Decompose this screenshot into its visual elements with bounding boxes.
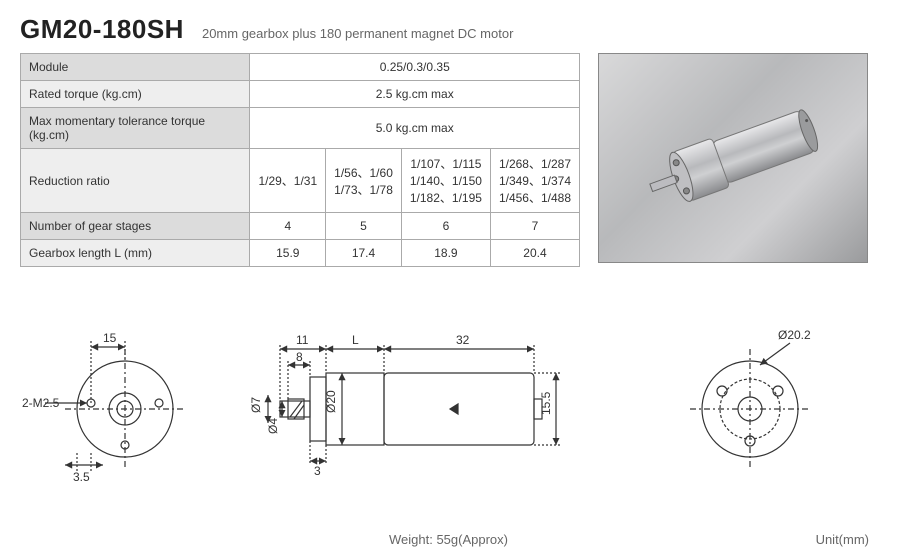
svg-text:Ø4: Ø4 <box>266 418 280 434</box>
svg-text:15.5: 15.5 <box>539 391 553 415</box>
stages-0: 4 <box>250 213 326 240</box>
motor-render-icon <box>618 88 848 228</box>
svg-text:Ø20: Ø20 <box>324 390 338 413</box>
top-area: Module 0.25/0.3/0.35 Rated torque (kg.cm… <box>0 53 897 267</box>
product-photo <box>598 53 868 263</box>
stages-1: 5 <box>326 213 402 240</box>
unit-label: Unit(mm) <box>816 532 869 547</box>
spec-table: Module 0.25/0.3/0.35 Rated torque (kg.cm… <box>20 53 580 267</box>
row-max-torque-value: 5.0 kg.cm max <box>250 108 580 149</box>
svg-text:3.5: 3.5 <box>73 470 90 484</box>
stages-2: 6 <box>401 213 490 240</box>
row-rated-torque-value: 2.5 kg.cm max <box>250 81 580 108</box>
svg-text:Ø7: Ø7 <box>249 397 263 413</box>
technical-drawing: 15 2-M2.5 3.5 <box>20 279 877 549</box>
svg-text:15: 15 <box>103 331 117 345</box>
svg-text:8: 8 <box>296 350 303 364</box>
ratio-cell-1: 1/56、1/60 1/73、1/78 <box>326 149 402 213</box>
length-1: 17.4 <box>326 240 402 267</box>
subtitle: 20mm gearbox plus 180 permanent magnet D… <box>202 26 513 41</box>
row-stages-label: Number of gear stages <box>21 213 250 240</box>
row-ratio-label: Reduction ratio <box>21 149 250 213</box>
weight-label: Weight: 55g(Approx) <box>389 532 508 547</box>
row-rated-torque-label: Rated torque (kg.cm) <box>21 81 250 108</box>
model-number: GM20-180SH <box>20 14 184 45</box>
svg-text:L: L <box>352 333 359 347</box>
length-0: 15.9 <box>250 240 326 267</box>
row-module-label: Module <box>21 54 250 81</box>
svg-text:3: 3 <box>314 464 321 478</box>
row-length-label: Gearbox length L (mm) <box>21 240 250 267</box>
svg-text:11: 11 <box>296 333 309 347</box>
row-max-torque-label: Max momentary tolerance torque (kg.cm) <box>21 108 250 149</box>
length-3: 20.4 <box>490 240 579 267</box>
svg-text:2-M2.5: 2-M2.5 <box>22 396 60 410</box>
length-2: 18.9 <box>401 240 490 267</box>
ratio-cell-0: 1/29、1/31 <box>250 149 326 213</box>
header: GM20-180SH 20mm gearbox plus 180 permane… <box>0 0 897 53</box>
stages-3: 7 <box>490 213 579 240</box>
ratio-cell-3: 1/268、1/287 1/349、1/374 1/456、1/488 <box>490 149 579 213</box>
ratio-cell-2: 1/107、1/115 1/140、1/150 1/182、1/195 <box>401 149 490 213</box>
row-module-value: 0.25/0.3/0.35 <box>250 54 580 81</box>
svg-text:32: 32 <box>456 333 470 347</box>
svg-text:Ø20.2: Ø20.2 <box>778 328 811 342</box>
